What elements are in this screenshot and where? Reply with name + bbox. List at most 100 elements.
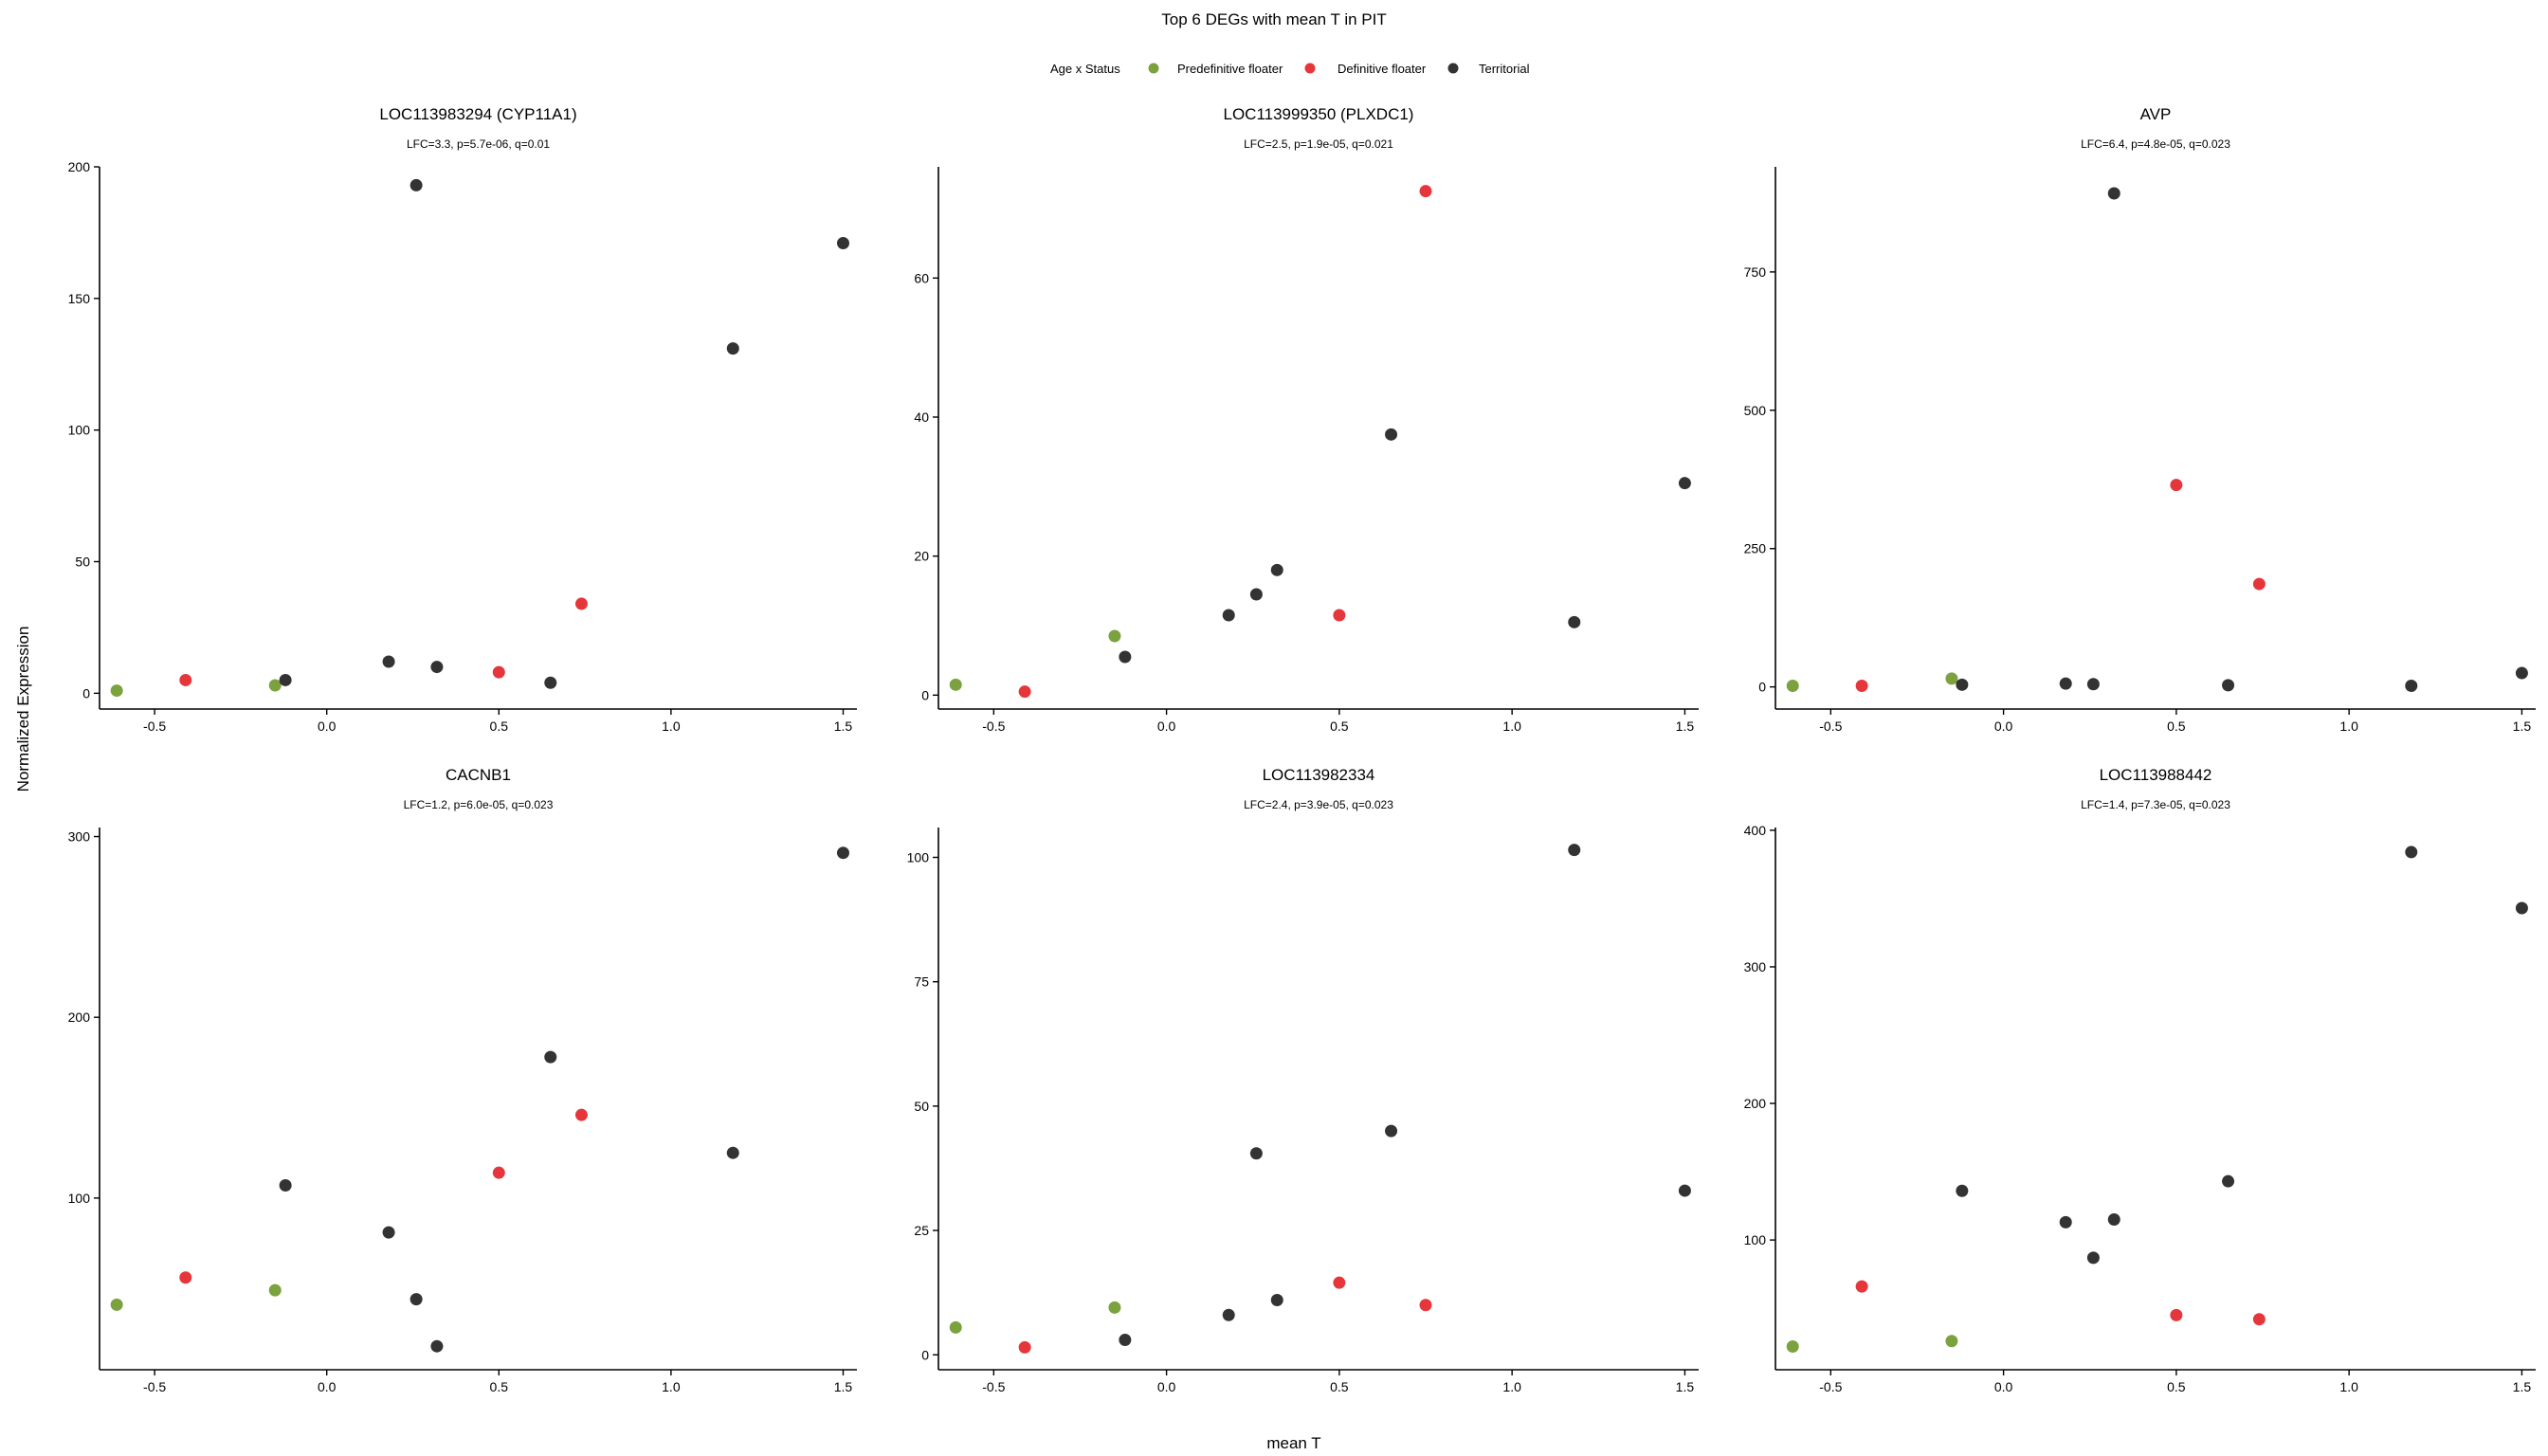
- panel-subtitle: LFC=2.5, p=1.9e-05, q=0.021: [1244, 137, 1393, 151]
- x-tick-label: 1.5: [834, 719, 853, 734]
- data-point: [382, 655, 395, 668]
- data-point: [949, 678, 962, 691]
- data-point: [279, 1179, 292, 1192]
- y-tick-label: 750: [1744, 264, 1767, 280]
- data-point: [1855, 679, 1868, 692]
- data-point: [1249, 1147, 1263, 1160]
- panel-title: LOC113999350 (PLXDC1): [1224, 105, 1414, 123]
- panel-subtitle: LFC=1.4, p=7.3e-05, q=0.023: [2081, 798, 2230, 811]
- data-point: [179, 1271, 192, 1284]
- data-point: [2059, 677, 2072, 690]
- panel-title: AVP: [2140, 105, 2172, 123]
- data-point: [430, 661, 444, 674]
- data-point: [2107, 1213, 2120, 1227]
- data-point: [544, 676, 557, 689]
- x-tick-label: 1.0: [1502, 1379, 1521, 1394]
- data-point: [1568, 615, 1581, 628]
- y-tick-label: 40: [914, 410, 929, 425]
- y-tick-label: 75: [914, 974, 929, 990]
- panel-4: CACNB1 LFC=1.2, p=6.0e-05, q=0.023 100 200 3…: [68, 766, 857, 1394]
- panel-2: LOC113999350 (PLXDC1) LFC=2.5, p=1.9e-05,…: [914, 105, 1699, 734]
- x-tick-label: 0.0: [318, 1379, 337, 1394]
- data-point: [268, 679, 282, 692]
- panel-title: LOC113983294 (CYP11A1): [379, 105, 576, 123]
- y-tick-label: 300: [1744, 959, 1767, 974]
- y-tick-label: 100: [68, 1191, 91, 1206]
- y-tick-label: 100: [1744, 1232, 1767, 1247]
- data-point: [836, 846, 849, 860]
- x-tick-label: 0.0: [1157, 719, 1176, 734]
- x-tick-label: 1.5: [1676, 719, 1695, 734]
- y-tick-label: 200: [68, 159, 91, 174]
- x-tick-label: 0.0: [1994, 1379, 2013, 1394]
- data-point: [1385, 1124, 1398, 1138]
- x-tick-label: 1.0: [2339, 1379, 2358, 1394]
- x-tick-label: 0.5: [490, 719, 509, 734]
- data-point: [2107, 187, 2120, 200]
- y-tick-label: 100: [68, 423, 91, 438]
- y-tick-label: 20: [914, 549, 929, 564]
- data-point: [1419, 1299, 1432, 1312]
- legend-entry-territorial: Territorial: [1447, 62, 1530, 76]
- data-point: [492, 665, 505, 679]
- y-tick-label: 50: [75, 555, 90, 570]
- data-point: [1270, 1294, 1283, 1307]
- y-tick-label: 0: [921, 1347, 929, 1362]
- y-tick-label: 0: [921, 687, 929, 702]
- panel-3: AVP LFC=6.4, p=4.8e-05, q=0.023 0 250 500 750…: [1744, 105, 2536, 734]
- x-tick-label: -0.5: [982, 1379, 1005, 1394]
- data-point: [2086, 678, 2100, 691]
- y-tick-label: 300: [68, 829, 91, 845]
- panel-1: LOC113983294 (CYP11A1) LFC=3.3, p=5.7e-06…: [68, 105, 857, 734]
- panel-subtitle: LFC=6.4, p=4.8e-05, q=0.023: [2081, 137, 2230, 151]
- panel-subtitle: LFC=2.4, p=3.9e-05, q=0.023: [1244, 798, 1393, 811]
- data-point: [1119, 1334, 1132, 1347]
- panel-subtitle: LFC=1.2, p=6.0e-05, q=0.023: [404, 798, 554, 811]
- x-tick-label: -0.5: [1819, 1379, 1842, 1394]
- y-tick-label: 0: [1758, 680, 1766, 695]
- data-point: [2170, 1308, 2183, 1321]
- y-tick-label: 200: [1744, 1096, 1767, 1111]
- data-point: [110, 1298, 123, 1311]
- legend-label-definitive: Definitive floater: [1338, 62, 1427, 76]
- data-point: [1568, 844, 1581, 857]
- legend-entry-predefinitive: Predefinitive floater: [1148, 62, 1283, 76]
- x-tick-label: 1.0: [2339, 719, 2358, 734]
- x-tick-label: 1.0: [662, 719, 681, 734]
- data-point: [726, 342, 739, 355]
- y-tick-label: 500: [1744, 403, 1767, 418]
- data-point: [1108, 629, 1121, 643]
- data-point: [492, 1166, 505, 1179]
- x-tick-label: 1.0: [662, 1379, 681, 1394]
- data-point: [2515, 666, 2528, 680]
- data-point: [2170, 479, 2183, 492]
- data-point: [2059, 1215, 2072, 1228]
- panel-6: LOC113988442 LFC=1.4, p=7.3e-05, q=0.023 1…: [1744, 766, 2536, 1394]
- x-tick-label: 1.5: [1676, 1379, 1695, 1394]
- panel-5: LOC113982334 LFC=2.4, p=3.9e-05, q=0.023 0…: [907, 766, 1699, 1394]
- data-point: [268, 1283, 282, 1297]
- legend-title: Age x Status: [1050, 62, 1120, 76]
- data-point: [1786, 679, 1799, 692]
- data-point: [726, 1146, 739, 1159]
- data-point: [1018, 1340, 1031, 1354]
- legend: Age x Status Predefinitive floater Defin…: [1050, 62, 1530, 76]
- data-point: [1678, 1184, 1691, 1197]
- x-tick-label: 0.5: [2167, 1379, 2186, 1394]
- y-tick-label: 250: [1744, 541, 1767, 556]
- data-point: [1956, 678, 1969, 691]
- x-tick-label: 1.5: [2513, 719, 2532, 734]
- data-point: [1222, 609, 1235, 622]
- x-tick-label: 0.0: [1994, 719, 2013, 734]
- data-point: [2252, 577, 2266, 591]
- data-point: [2252, 1313, 2266, 1326]
- data-point: [1018, 685, 1031, 699]
- panel-title: LOC113988442: [2100, 766, 2212, 784]
- y-tick-label: 0: [82, 685, 90, 701]
- x-tick-label: 0.5: [490, 1379, 509, 1394]
- x-tick-label: -0.5: [1819, 719, 1842, 734]
- data-point: [1222, 1308, 1235, 1321]
- legend-swatch-definitive: [1304, 63, 1316, 74]
- legend-label-predefinitive: Predefinitive floater: [1177, 62, 1283, 76]
